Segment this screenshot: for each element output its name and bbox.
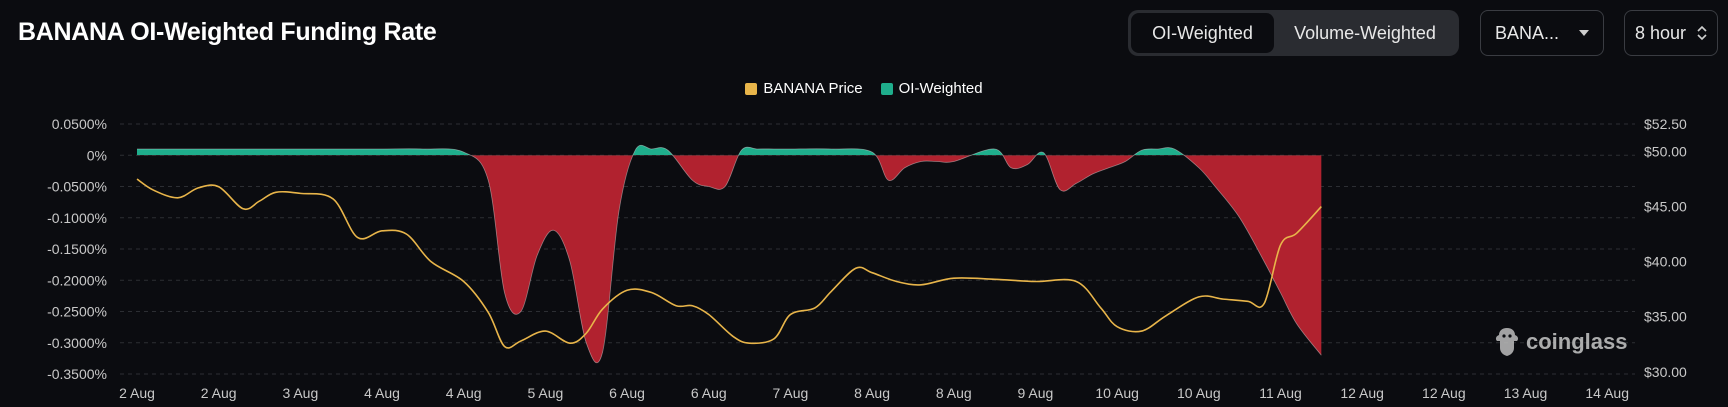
price-line [136,178,1322,349]
y-left-tick-label: -0.1500% [47,241,107,257]
y-right-tick-label: $35.00 [1644,309,1687,325]
x-tick-label: 9 Aug [1018,385,1054,401]
x-tick-label: 12 Aug [1340,385,1384,401]
legend-item-oi-weighted[interactable]: OI-Weighted [880,80,983,97]
y-right-tick-label: $30.00 [1644,364,1687,380]
y-left-tick-label: -0.3000% [47,335,107,351]
y-left-tick-label: 0% [87,147,107,163]
interval-select[interactable]: 8 hour [1624,10,1718,56]
y-left-tick-label: 0.0500% [52,116,107,132]
x-tick-label: 2 Aug [119,385,155,401]
x-tick-label: 4 Aug [364,385,400,401]
weighting-toggle: OI-Weighted Volume-Weighted [1128,10,1459,56]
x-tick-label: 7 Aug [773,385,809,401]
symbol-select[interactable]: BANA... [1480,10,1604,56]
y-right-tick-label: $52.50 [1644,116,1687,132]
tab-volume-weighted[interactable]: Volume-Weighted [1294,22,1436,43]
x-tick-label: 8 Aug [936,385,972,401]
y-left-tick-label: -0.2500% [47,304,107,320]
funding-area-positive [137,145,1322,156]
y-left-tick-label: -0.3500% [47,366,107,382]
x-tick-label: 14 Aug [1585,385,1629,401]
y-right-tick-label: $45.00 [1644,199,1687,215]
tab-oi-weighted[interactable]: OI-Weighted [1131,13,1274,53]
y-right-tick-label: $50.00 [1644,144,1687,160]
y-left-tick-label: -0.2000% [47,272,107,288]
legend-swatch-price [745,82,758,95]
y-right-tick-label: $40.00 [1644,254,1687,270]
x-tick-label: 8 Aug [854,385,890,401]
legend-swatch-oi-weighted [880,82,893,95]
updown-chevron-icon [1697,25,1707,41]
x-tick-label: 11 Aug [1259,385,1302,401]
x-tick-label: 6 Aug [691,385,727,401]
watermark-text: coinglass [1526,329,1628,354]
x-tick-label: 3 Aug [282,385,318,401]
chart-legend: BANANA Price OI-Weighted [0,80,1728,97]
interval-select-value: 8 hour [1635,22,1687,43]
chevron-down-icon [1579,30,1589,36]
x-tick-label: 12 Aug [1422,385,1466,401]
funding-line [136,144,1322,364]
x-tick-label: 2 Aug [201,385,237,401]
legend-label-price: BANANA Price [763,80,863,97]
watermark: coinglass [1494,326,1627,358]
x-tick-label: 5 Aug [527,385,563,401]
y-left-tick-label: -0.0500% [47,179,107,195]
x-tick-label: 13 Aug [1504,385,1548,401]
coinglass-logo-icon [1495,328,1519,356]
x-tick-label: 4 Aug [446,385,482,401]
legend-item-price[interactable]: BANANA Price [745,80,863,97]
x-tick-label: 6 Aug [609,385,645,401]
x-tick-label: 10 Aug [1095,385,1139,401]
x-tick-label: 10 Aug [1177,385,1221,401]
page-title: BANANA OI-Weighted Funding Rate [18,18,437,46]
y-left-tick-label: -0.1000% [47,210,107,226]
legend-label-oi-weighted: OI-Weighted [898,80,983,97]
symbol-select-value: BANA... [1495,22,1560,43]
